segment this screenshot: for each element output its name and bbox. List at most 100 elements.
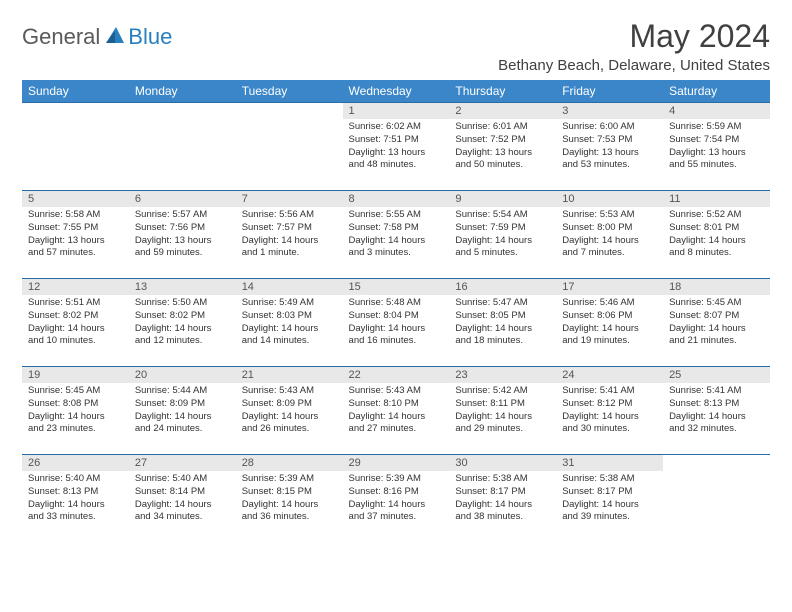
weekday-header-row: Sunday Monday Tuesday Wednesday Thursday… [22, 80, 770, 103]
daylight-text: Daylight: 14 hours and 18 minutes. [455, 323, 550, 349]
calendar-day-cell: 18 Sunrise: 5:45 AMSunset: 8:07 PMDayligh… [663, 279, 770, 367]
calendar-day-cell: 15Sunrise: 5:48 AMSunset: 8:04 PMDayligh… [343, 279, 450, 367]
day-details: Sunrise: 5:38 AMSunset: 8:17 PMDaylight:… [449, 471, 556, 528]
day-details: Sunrise: 5:39 AMSunset: 8:15 PMDaylight:… [236, 471, 343, 528]
day-details: Sunrise: 5:54 AMSunset: 7:59 PMDaylight:… [449, 207, 556, 264]
weekday-header: Monday [129, 80, 236, 103]
logo: General Blue [22, 18, 172, 50]
calendar-day-cell: 22Sunrise: 5:43 AMSunset: 8:10 PMDayligh… [343, 367, 450, 455]
sunset-text: Sunset: 7:59 PM [455, 222, 550, 235]
day-details: Sunrise: 5:43 AMSunset: 8:10 PMDaylight:… [343, 383, 450, 440]
daylight-text: Daylight: 14 hours and 8 minutes. [669, 235, 764, 261]
calendar-day-cell: 4Sunrise: 5:59 AMSunset: 7:54 PMDaylight… [663, 103, 770, 191]
calendar-week-row: 1Sunrise: 6:02 AMSunset: 7:51 PMDaylight… [22, 103, 770, 191]
daylight-text: Daylight: 14 hours and 1 minute. [242, 235, 337, 261]
sunset-text: Sunset: 8:17 PM [562, 486, 657, 499]
sunrise-text: Sunrise: 5:49 AM [242, 297, 337, 310]
page-header: General Blue May 2024 Bethany Beach, Del… [22, 18, 770, 74]
sunrise-text: Sunrise: 5:50 AM [135, 297, 230, 310]
day-number: 12 [22, 279, 129, 295]
weekday-header: Saturday [663, 80, 770, 103]
day-details: Sunrise: 5:47 AMSunset: 8:05 PMDaylight:… [449, 295, 556, 352]
day-details: Sunrise: 5:59 AMSunset: 7:54 PMDaylight:… [663, 119, 770, 176]
sunrise-text: Sunrise: 5:45 AM [669, 297, 764, 310]
sunset-text: Sunset: 7:57 PM [242, 222, 337, 235]
sunset-text: Sunset: 8:09 PM [242, 398, 337, 411]
calendar-day-cell: 29Sunrise: 5:39 AMSunset: 8:16 PMDayligh… [343, 455, 450, 543]
calendar-day-cell: 28Sunrise: 5:39 AMSunset: 8:15 PMDayligh… [236, 455, 343, 543]
day-details: Sunrise: 5:38 AMSunset: 8:17 PMDaylight:… [556, 471, 663, 528]
calendar-day-cell: 25Sunrise: 5:41 AMSunset: 8:13 PMDayligh… [663, 367, 770, 455]
sunrise-text: Sunrise: 5:41 AM [562, 385, 657, 398]
daylight-text: Daylight: 14 hours and 39 minutes. [562, 499, 657, 525]
calendar-day-cell: 16Sunrise: 5:47 AMSunset: 8:05 PMDayligh… [449, 279, 556, 367]
day-number: 28 [236, 455, 343, 471]
sunrise-text: Sunrise: 5:59 AM [669, 121, 764, 134]
sunset-text: Sunset: 8:10 PM [349, 398, 444, 411]
sunrise-text: Sunrise: 5:46 AM [562, 297, 657, 310]
sunset-text: Sunset: 8:15 PM [242, 486, 337, 499]
sunset-text: Sunset: 7:53 PM [562, 134, 657, 147]
daylight-text: Daylight: 14 hours and 27 minutes. [349, 411, 444, 437]
calendar-day-cell: 13 Sunrise: 5:50 AMSunset: 8:02 PMDayligh… [129, 279, 236, 367]
title-block: May 2024 Bethany Beach, Delaware, United… [498, 18, 770, 74]
sunset-text: Sunset: 8:03 PM [242, 310, 337, 323]
sunset-text: Sunset: 7:54 PM [669, 134, 764, 147]
day-details: Sunrise: 5:40 AMSunset: 8:13 PMDaylight:… [22, 471, 129, 528]
daylight-text: Daylight: 13 hours and 48 minutes. [349, 147, 444, 173]
sunset-text: Sunset: 8:02 PM [135, 310, 230, 323]
daylight-text: Daylight: 13 hours and 59 minutes. [135, 235, 230, 261]
day-number: 14 [236, 279, 343, 295]
sunset-text: Sunset: 8:16 PM [349, 486, 444, 499]
calendar-day-cell: 27Sunrise: 5:40 AMSunset: 8:14 PMDayligh… [129, 455, 236, 543]
day-number: 16 [449, 279, 556, 295]
day-number: 23 [449, 367, 556, 383]
day-details: Sunrise: 5:41 AMSunset: 8:13 PMDaylight:… [663, 383, 770, 440]
sunset-text: Sunset: 8:07 PM [669, 310, 764, 323]
calendar-week-row: 26Sunrise: 5:40 AMSunset: 8:13 PMDayligh… [22, 455, 770, 543]
calendar-day-cell: 6Sunrise: 5:57 AMSunset: 7:56 PMDaylight… [129, 191, 236, 279]
logo-text-general: General [22, 24, 100, 50]
day-details: Sunrise: 6:01 AMSunset: 7:52 PMDaylight:… [449, 119, 556, 176]
sunrise-text: Sunrise: 5:40 AM [28, 473, 123, 486]
daylight-text: Daylight: 14 hours and 21 minutes. [669, 323, 764, 349]
sunrise-text: Sunrise: 5:38 AM [562, 473, 657, 486]
calendar-day-cell: 30Sunrise: 5:38 AMSunset: 8:17 PMDayligh… [449, 455, 556, 543]
day-details: Sunrise: 5:49 AMSunset: 8:03 PMDaylight:… [236, 295, 343, 352]
sunset-text: Sunset: 8:05 PM [455, 310, 550, 323]
calendar-day-cell: 7Sunrise: 5:56 AMSunset: 7:57 PMDaylight… [236, 191, 343, 279]
day-number: 20 [129, 367, 236, 383]
day-number: 18 [663, 279, 770, 295]
day-number: 8 [343, 191, 450, 207]
sunrise-text: Sunrise: 5:40 AM [135, 473, 230, 486]
day-details: Sunrise: 5:45 AMSunset: 8:08 PMDaylight:… [22, 383, 129, 440]
calendar-day-cell: 23Sunrise: 5:42 AMSunset: 8:11 PMDayligh… [449, 367, 556, 455]
calendar-day-cell: 14Sunrise: 5:49 AMSunset: 8:03 PMDayligh… [236, 279, 343, 367]
sunrise-text: Sunrise: 5:41 AM [669, 385, 764, 398]
day-number: 10 [556, 191, 663, 207]
calendar-day-cell: 19Sunrise: 5:45 AMSunset: 8:08 PMDayligh… [22, 367, 129, 455]
day-details: Sunrise: 5:42 AMSunset: 8:11 PMDaylight:… [449, 383, 556, 440]
sunset-text: Sunset: 7:58 PM [349, 222, 444, 235]
sunrise-text: Sunrise: 5:51 AM [28, 297, 123, 310]
day-details: Sunrise: 5:53 AMSunset: 8:00 PMDaylight:… [556, 207, 663, 264]
weekday-header: Friday [556, 80, 663, 103]
sunset-text: Sunset: 8:17 PM [455, 486, 550, 499]
calendar-day-cell [22, 103, 129, 191]
daylight-text: Daylight: 14 hours and 19 minutes. [562, 323, 657, 349]
calendar-week-row: 19Sunrise: 5:45 AMSunset: 8:08 PMDayligh… [22, 367, 770, 455]
daylight-text: Daylight: 13 hours and 55 minutes. [669, 147, 764, 173]
day-number: 7 [236, 191, 343, 207]
calendar-week-row: 5Sunrise: 5:58 AMSunset: 7:55 PMDaylight… [22, 191, 770, 279]
daylight-text: Daylight: 14 hours and 12 minutes. [135, 323, 230, 349]
daylight-text: Daylight: 14 hours and 36 minutes. [242, 499, 337, 525]
sunset-text: Sunset: 7:51 PM [349, 134, 444, 147]
daylight-text: Daylight: 14 hours and 30 minutes. [562, 411, 657, 437]
day-number: 9 [449, 191, 556, 207]
day-number: 29 [343, 455, 450, 471]
day-number: 21 [236, 367, 343, 383]
day-number: 13 [129, 279, 236, 295]
sunrise-text: Sunrise: 5:48 AM [349, 297, 444, 310]
sunrise-text: Sunrise: 5:39 AM [242, 473, 337, 486]
month-title: May 2024 [498, 18, 770, 55]
